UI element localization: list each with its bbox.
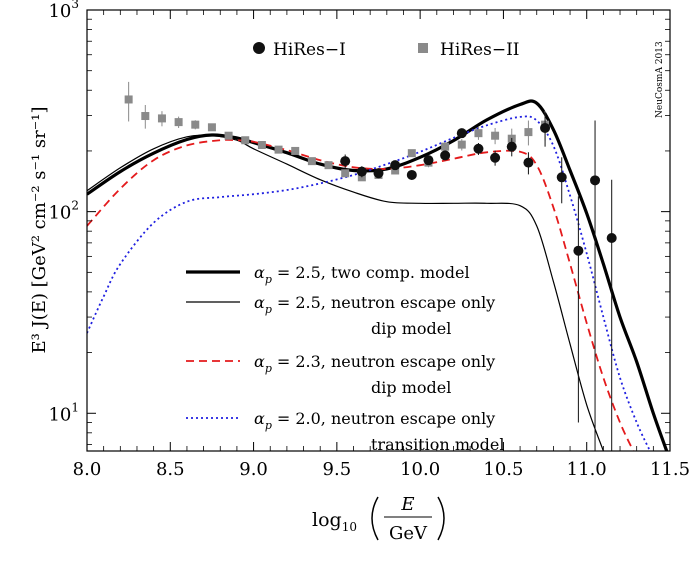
hires1-point [356,166,367,177]
hires1-point [523,157,534,168]
hires1-point [556,172,567,183]
x-tick-label: 8.5 [156,459,185,480]
hires1-point [573,245,584,256]
hires2-point [341,169,350,178]
series-line-1 [87,134,604,451]
hires2-point [207,123,216,132]
hires1-point [506,141,517,152]
hires2-point [524,128,533,137]
x-tick-label: 9.5 [323,459,352,480]
series-line-3 [87,115,651,451]
hires2-point [457,140,466,149]
legend-sub-transition-20: transition model [371,435,504,454]
legend-label-neutron-25: αp = 2.5, neutron escape only [254,293,495,316]
hires1-point [456,128,467,139]
hires2-point [141,112,150,121]
hires1-point [340,156,351,167]
hires1-point [606,233,617,244]
hires2-point [157,114,166,123]
hires2-point [191,120,200,129]
hires1-point [390,160,401,171]
x-axis-label: log10 E GeV [312,494,445,544]
hires2-point [257,141,266,150]
hires2-point [391,166,400,175]
x-tick-label: 10.5 [483,459,523,480]
hires2-point [324,161,333,170]
hires1-point [590,175,601,186]
x-axis-label-numerator: E [400,494,414,515]
y-axis-label: E³ J(E) [GeV² cm⁻² s⁻¹ sr⁻¹] [29,106,50,353]
legend-label-hires1: HiRes−I [273,40,346,60]
x-axis-label-log: log10 [312,509,357,534]
hires2-point [241,136,250,145]
hires1-point [373,168,384,179]
hires2-point [274,145,283,154]
legend-sub-dip-23: dip model [371,378,451,397]
hires2-point [474,129,483,138]
hires2-point [407,149,416,158]
hires2-point [441,142,450,151]
watermark: NeuCosmA 2013 [655,41,665,118]
x-tick-label: 8.0 [73,459,102,480]
legend-label-two-comp: αp = 2.5, two comp. model [254,263,470,286]
y-tick-label: 102 [48,199,79,224]
legend-marker-hires1 [253,42,265,54]
x-axis-label-right-paren [437,496,445,541]
hires1-point [406,169,417,180]
legend-label-neutron-23: αp = 2.3, neutron escape only [254,352,495,375]
hires1-point [440,150,451,161]
x-axis-label-denominator: GeV [389,523,428,544]
hires2-point [174,118,183,127]
hires2-point [124,95,133,104]
hires2-point [491,131,500,140]
hires2-point [307,157,316,166]
legend-label-neutron-20: αp = 2.0, neutron escape only [254,409,495,432]
hires2-point [224,131,233,140]
axis-ticks-layer: 8.0 8.5 9.0 9.5 10.0 10.5 11.0 11.5 101 102 103 [48,0,690,480]
hires1-point [490,152,501,163]
y-tick-label: 101 [48,400,79,425]
hires1-point [423,155,434,166]
legend-sub-dip-25: dip model [371,319,451,338]
hires2-point [291,146,300,155]
hires1-point [473,143,484,154]
x-axis-label-left-paren [371,496,379,541]
legend-hires: HiRes−I HiRes−II [253,40,520,60]
x-tick-label: 11.5 [650,459,690,480]
x-tick-label: 9.0 [239,459,268,480]
legend-marker-hires2 [418,43,428,53]
hires1-point [540,122,551,133]
y-tick-label: 103 [48,0,79,22]
legend-label-hires2: HiRes−II [440,40,520,60]
plot-frame [86,9,671,452]
x-tick-label: 10.0 [400,459,440,480]
legend-models: αp = 2.5, two comp. model αp = 2.5, neutro… [186,263,504,454]
data-points-layer [124,81,617,451]
x-tick-label: 11.0 [567,459,607,480]
